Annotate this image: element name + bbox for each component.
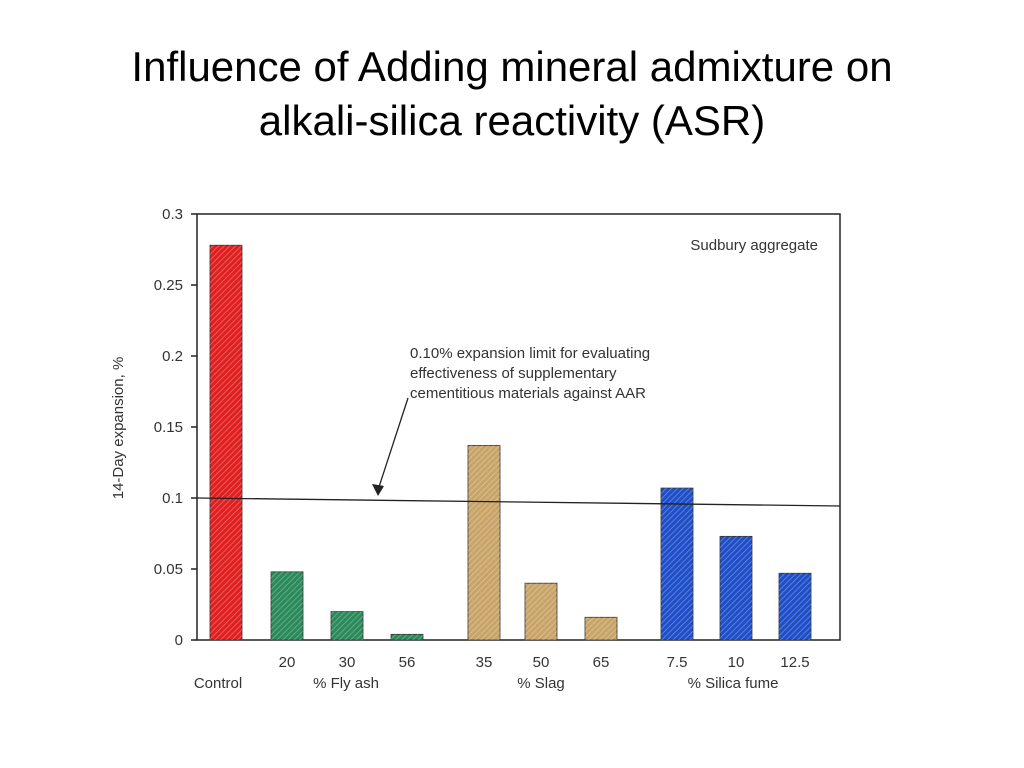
bar-category-label: 35 [476,654,493,671]
bar-hatch-10 [779,573,811,640]
group-label: % Slag [517,675,565,692]
y-tick-label: 0.1 [162,490,183,507]
bar-category-label: 50 [533,654,550,671]
limit-line [196,497,841,507]
bar-category-label: 30 [339,654,356,671]
y-tick-label: 0.05 [154,561,183,578]
bar-hatch-5 [468,445,500,640]
bar-hatch-2 [271,571,303,640]
group-label: % Silica fume [688,675,779,692]
bar-hatch-8 [661,488,693,640]
annotation-arrow-shaft [377,397,409,491]
y-tick-label: 0.25 [154,277,183,294]
y-axis-title: 14-Day expansion, % [110,357,127,500]
bar-category-label: 12.5 [780,654,809,671]
limit-note-line: 0.10% expansion limit for evaluating [410,345,650,362]
bar-hatch-3 [331,611,363,640]
annotation-arrow-head [372,484,384,496]
group-label: % Fly ash [313,675,379,692]
corner-note: Sudbury aggregate [690,237,818,254]
y-tick-label: 0 [175,632,183,649]
bar-category-label: 56 [399,654,416,671]
limit-note-line: cementitious materials against AAR [410,385,646,402]
bar-hatch-9 [720,536,752,640]
bar-category-label: 20 [279,654,296,671]
limit-note-line: effectiveness of supplementary [410,365,617,382]
group-label: Control [194,675,242,692]
y-tick-label: 0.2 [162,348,183,365]
bar-category-label: 7.5 [667,654,688,671]
bar-hatch-7 [585,617,617,640]
slide-title-line-2: alkali-silica reactivity (ASR) [258,97,766,144]
y-tick-label: 0.15 [154,419,183,436]
slide-title: Influence of Adding mineral admixture on… [60,40,964,148]
bar-hatch-6 [525,583,557,640]
bar-category-label: 10 [728,654,745,671]
bar-hatch-1 [210,245,242,641]
slide-title-line-1: Influence of Adding mineral admixture on [131,43,893,90]
bar-category-label: 65 [593,654,610,671]
y-tick-label: 0.3 [162,206,183,223]
bar-hatch-4 [391,634,423,640]
